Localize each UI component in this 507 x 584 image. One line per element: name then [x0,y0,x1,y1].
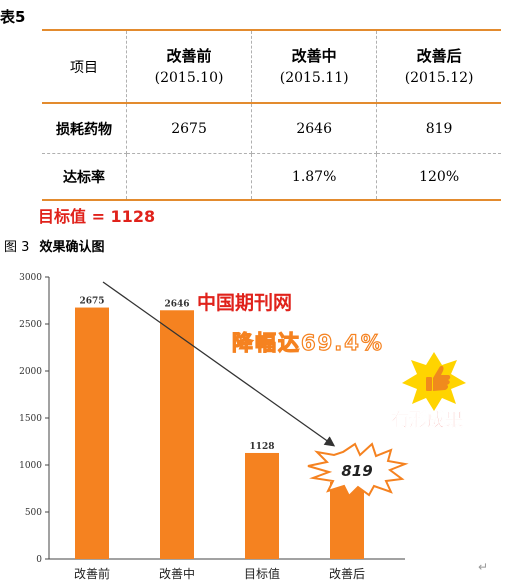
table-row: 损耗药物 2675 2646 819 [42,103,501,154]
effect-chart: 0 500 1000 1500 2000 2500 3000 2675 2646 1128 改善… [19,273,466,581]
y-tick-label: 3000 [19,273,42,283]
y-tick-label: 2500 [19,320,42,330]
header-before-label: 改善前 [166,46,212,65]
x-category-label: 改善中 [159,566,195,581]
header-during: 改善中 (2015.11) [251,29,378,104]
header-after-label: 改善后 [416,46,462,65]
y-tick-label: 1000 [19,461,42,471]
watermark-text: 中国期刊网 [197,291,292,314]
thumbs-up-icon [402,352,466,411]
decrease-text: 降幅达69.4% [232,331,384,355]
bar-1 [75,307,109,559]
x-category-label: 改善后 [329,566,365,581]
y-tick-label: 2000 [19,367,42,377]
figure-caption: 效果确认图 [39,240,105,255]
table-cell: 2675 [126,103,253,154]
bar-4 [330,482,364,559]
row-label: 损耗药物 [42,103,127,154]
table-cell: 120% [376,153,501,201]
bar-3 [245,452,279,559]
x-category-label: 目标值 [244,566,280,581]
table-cell [126,153,253,201]
row-label: 达标率 [42,153,127,201]
header-item: 项目 [42,29,127,104]
y-tick-label: 1500 [19,414,42,424]
table-header-row: 项目 改善前 (2015.10) 改善中 (2015.11) 改善后 (2015… [42,29,501,104]
paragraph-mark: ↵ [478,560,489,574]
y-tick-label: 500 [25,508,42,518]
header-during-date: (2015.11) [279,69,349,86]
header-item-label: 项目 [70,59,98,76]
table-cell: 819 [376,103,501,154]
bar-data-label: 2675 [79,297,104,307]
header-after-date: (2015.12) [404,69,474,86]
results-table: 项目 改善前 (2015.10) 改善中 (2015.11) 改善后 (2015… [42,29,501,201]
bar-data-label: 1128 [249,442,274,452]
burst-badge [307,442,409,498]
header-after: 改善后 (2015.12) [376,29,501,104]
result-text: 有形成果 [391,409,464,431]
table-row: 达标率 1.87% 120% [42,153,501,201]
table-caption: 表5 [0,8,26,26]
x-category-label: 改善前 [74,566,110,581]
bar-data-label: 2646 [164,299,189,309]
table-cell: 1.87% [251,153,378,201]
figure-number: 图 3 [4,240,30,255]
header-before-date: (2015.10) [154,69,224,86]
target-value-text: 目标值 = 1128 [38,207,156,226]
bar-2 [160,310,194,559]
y-tick-label: 0 [36,555,42,565]
table-cell: 2646 [251,103,378,154]
trend-arrow [102,281,336,447]
burst-value: 819 [341,462,372,480]
header-during-label: 改善中 [291,46,337,65]
header-before: 改善前 (2015.10) [126,29,253,104]
